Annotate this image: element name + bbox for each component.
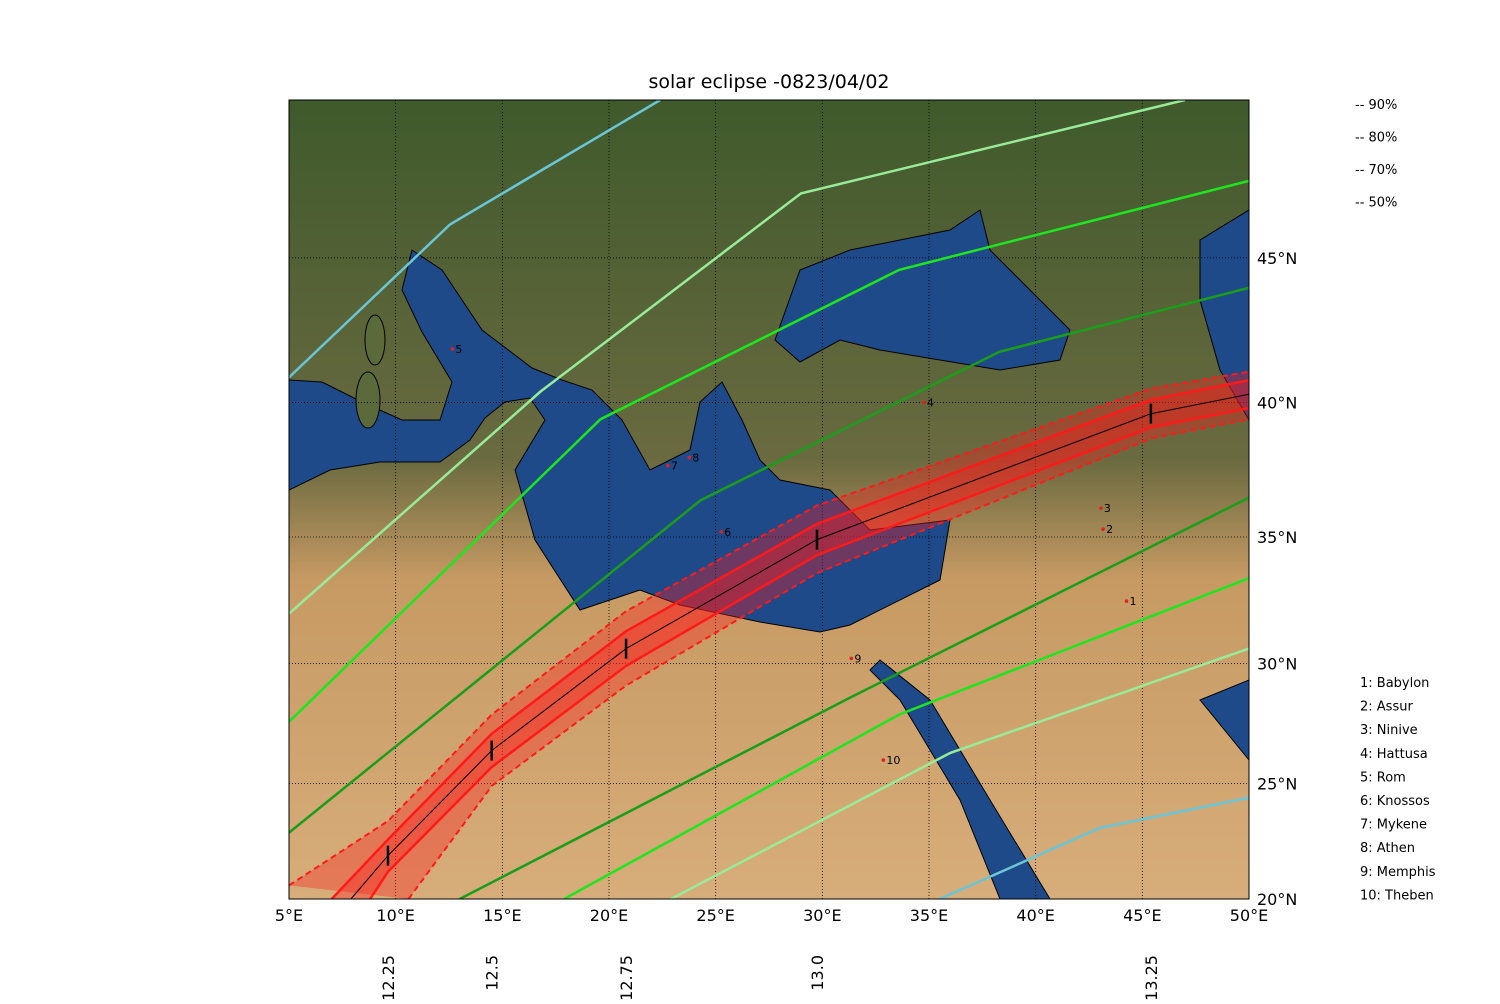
legend-entry: -- 50% <box>1355 196 1397 211</box>
legend-entry: -- 80% <box>1355 131 1397 146</box>
place-legend: 4: Hattusa <box>1360 747 1428 762</box>
x-tick-label: 15°E <box>483 906 521 925</box>
place-legend: 9: Memphis <box>1360 865 1436 880</box>
magnitude-lines <box>289 100 1249 899</box>
place-point <box>450 347 455 351</box>
time-label: 13.25 <box>1142 955 1161 1000</box>
time-label: 12.5 <box>483 955 502 991</box>
x-tick-label: 45°E <box>1123 906 1161 925</box>
time-label: 13.0 <box>808 955 827 991</box>
place-marker: 7 <box>671 460 678 473</box>
x-tick-label: 25°E <box>696 906 734 925</box>
magnitude-line <box>459 496 1249 899</box>
place-marker: 5 <box>455 343 462 356</box>
place-point <box>1099 506 1103 510</box>
y-tick-label: 20°N <box>1257 890 1297 909</box>
y-tick-label: 45°N <box>1257 249 1297 268</box>
time-label: 12.25 <box>379 955 398 1000</box>
place-point <box>881 758 886 762</box>
sea <box>289 249 951 633</box>
island <box>364 314 386 366</box>
marks: -- 90%-- 80%-- 70%-- 50%12.25 12.5 12.75 13… <box>379 98 1436 1001</box>
island <box>355 371 381 429</box>
magnitude-line <box>563 577 1249 899</box>
place-marker: 3 <box>1104 502 1111 515</box>
x-tick-label: 20°E <box>590 906 628 925</box>
x-tick-label: 5°E <box>275 906 303 925</box>
place-legend: 10: Theben <box>1360 888 1434 903</box>
place-marker: 4 <box>927 397 934 410</box>
place-marker: 10 <box>886 754 900 767</box>
magnitude-line <box>289 100 661 379</box>
place-point <box>849 656 854 661</box>
x-tick-label: 10°E <box>376 906 414 925</box>
magnitude-line <box>289 286 1249 834</box>
x-tick-label: 40°E <box>1016 906 1054 925</box>
grid: 5°E 10°E 15°E 20°E 25°E 30°E 35°E 40°E 45°E 50°E2… <box>275 100 1297 925</box>
y-tick-label: 30°N <box>1257 654 1297 673</box>
place-point <box>719 529 723 534</box>
place-legend: 6: Knossos <box>1360 794 1430 809</box>
place-marker: 9 <box>854 652 861 665</box>
legend-entry: -- 90% <box>1355 98 1397 113</box>
sea <box>1199 679 1249 761</box>
place-marker: 8 <box>692 451 699 464</box>
place-point <box>687 455 691 460</box>
place-point <box>1101 527 1105 531</box>
time-label: 12.75 <box>617 955 636 1000</box>
path-band <box>289 371 1249 899</box>
y-tick-label: 40°N <box>1257 394 1297 413</box>
place-legend: 3: Ninive <box>1360 723 1418 738</box>
magnitude-line <box>289 100 1186 615</box>
x-tick-label: 35°E <box>910 906 948 925</box>
sea <box>774 209 1071 371</box>
magnitude-line <box>289 179 1249 723</box>
x-tick-label: 30°E <box>803 906 841 925</box>
place-legend: 1: Babylon <box>1360 676 1429 691</box>
place-legend: 5: Rom <box>1360 770 1406 785</box>
inner-limit <box>330 378 1249 899</box>
place-legend: 2: Assur <box>1360 700 1413 715</box>
sea <box>1199 209 1249 421</box>
y-tick-label: 25°N <box>1257 775 1297 794</box>
basemap <box>289 100 1249 899</box>
magnitude-line <box>670 647 1249 899</box>
x-tick-label: 50°E <box>1230 906 1268 925</box>
place-point <box>922 400 926 405</box>
place-marker: 6 <box>724 526 731 539</box>
magnitude-line <box>939 796 1249 899</box>
chart-title: solar eclipse -0823/04/02 <box>648 71 889 93</box>
y-tick-label: 35°N <box>1257 528 1297 547</box>
place-point <box>1124 599 1129 603</box>
legend-entry: -- 70% <box>1355 163 1397 178</box>
inner-limit <box>369 406 1249 899</box>
map-frame <box>288 99 1250 900</box>
place-legend: 8: Athen <box>1360 841 1415 856</box>
place-marker: 1 <box>1130 595 1137 608</box>
place-legend: 7: Mykene <box>1360 818 1427 833</box>
place-point <box>666 463 670 468</box>
place-marker: 2 <box>1106 523 1113 536</box>
